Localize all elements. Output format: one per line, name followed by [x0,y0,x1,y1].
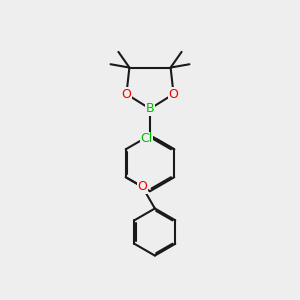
Text: O: O [169,88,178,100]
Text: Cl: Cl [141,133,153,146]
Text: B: B [146,102,154,115]
Text: O: O [122,88,131,100]
Text: O: O [137,180,147,193]
